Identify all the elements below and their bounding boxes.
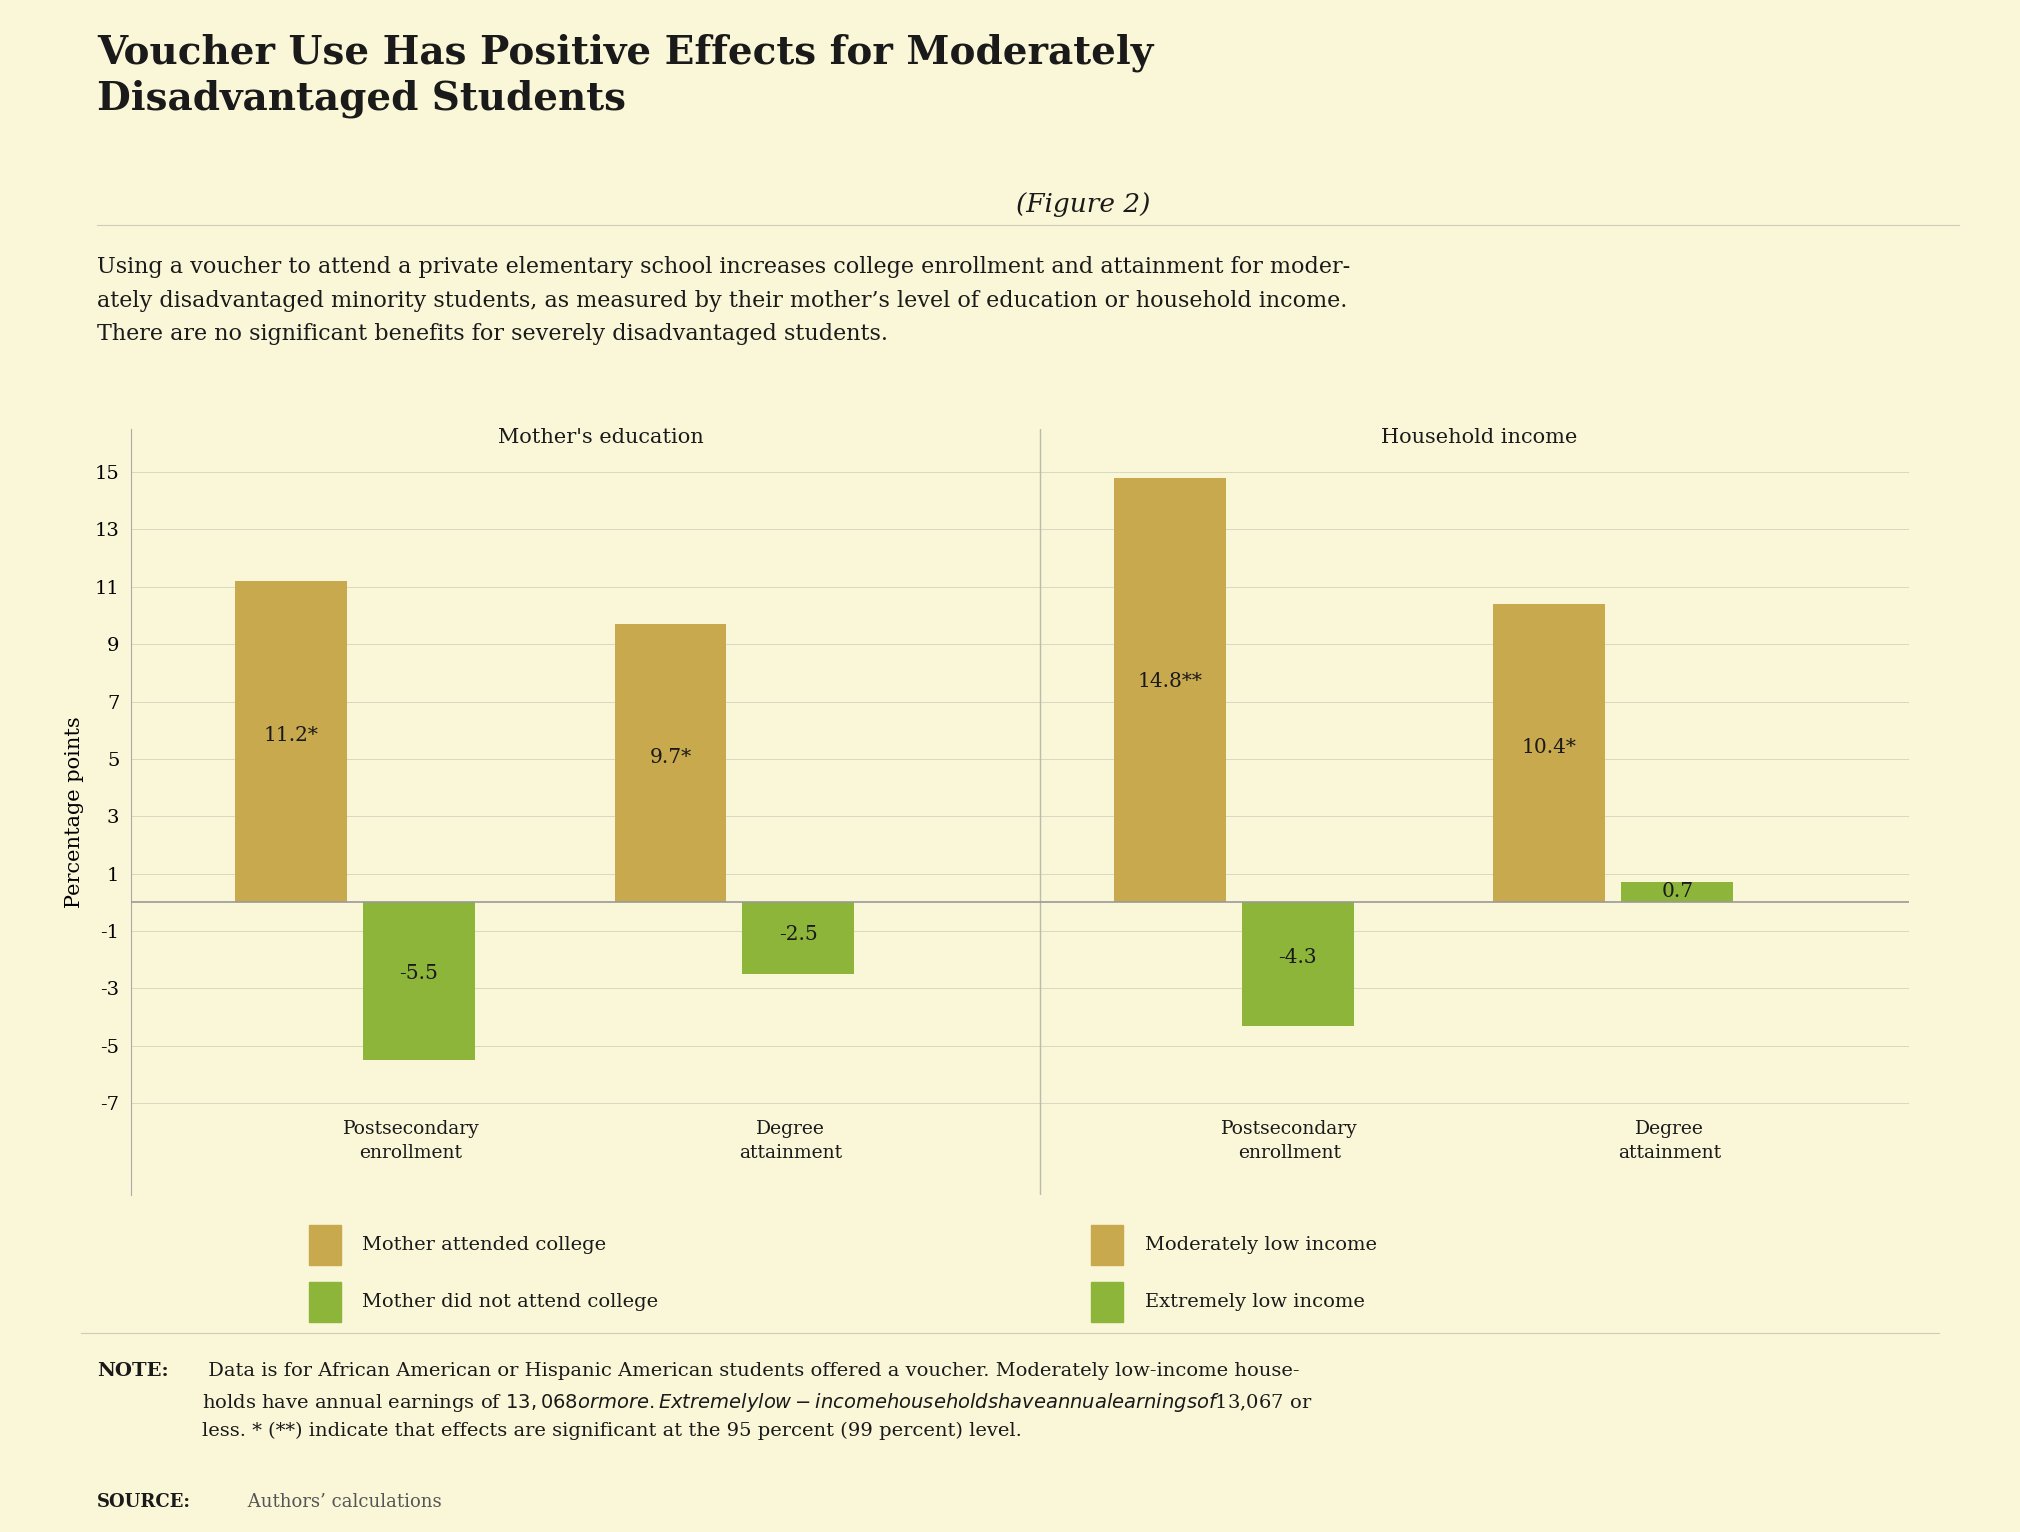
Text: Data is for African American or Hispanic American students offered a voucher. Mo: Data is for African American or Hispanic… <box>202 1362 1313 1440</box>
Text: SOURCE:: SOURCE: <box>97 1494 192 1511</box>
Bar <box>1622 882 1733 902</box>
Bar <box>1091 1282 1123 1322</box>
Text: 9.7*: 9.7* <box>650 748 691 768</box>
Bar <box>1091 1224 1123 1265</box>
Text: Using a voucher to attend a private elementary school increases college enrollme: Using a voucher to attend a private elem… <box>97 256 1349 345</box>
Text: Household income: Household income <box>1382 427 1578 447</box>
Text: Extremely low income: Extremely low income <box>1145 1293 1364 1311</box>
Text: Mother did not attend college: Mother did not attend college <box>362 1293 659 1311</box>
Text: Voucher Use Has Positive Effects for Moderately
Disadvantaged Students: Voucher Use Has Positive Effects for Mod… <box>97 34 1153 118</box>
Text: Mother's education: Mother's education <box>497 427 703 447</box>
Text: 11.2*: 11.2* <box>265 726 319 745</box>
Text: Degree
attainment: Degree attainment <box>739 1120 842 1161</box>
Text: -5.5: -5.5 <box>400 964 438 984</box>
Bar <box>234 581 347 902</box>
Y-axis label: Percentage points: Percentage points <box>65 715 83 908</box>
Text: Postsecondary
enrollment: Postsecondary enrollment <box>1222 1120 1357 1161</box>
Text: Mother attended college: Mother attended college <box>362 1236 606 1253</box>
Text: NOTE:: NOTE: <box>97 1362 168 1380</box>
Text: 14.8**: 14.8** <box>1137 673 1202 691</box>
Bar <box>309 1282 341 1322</box>
Bar <box>1113 478 1226 902</box>
Text: -4.3: -4.3 <box>1279 948 1317 967</box>
Text: Postsecondary
enrollment: Postsecondary enrollment <box>343 1120 479 1161</box>
Bar <box>1493 604 1606 902</box>
Text: Authors’ calculations: Authors’ calculations <box>242 1494 442 1511</box>
Bar <box>614 624 727 902</box>
Text: Degree
attainment: Degree attainment <box>1618 1120 1721 1161</box>
Polygon shape <box>1899 0 2020 75</box>
Bar <box>743 902 854 974</box>
Text: (Figure 2): (Figure 2) <box>1016 193 1151 218</box>
Bar <box>309 1224 341 1265</box>
Text: 10.4*: 10.4* <box>1521 738 1578 757</box>
Bar <box>1242 902 1353 1026</box>
Bar <box>364 902 475 1060</box>
Text: 0.7: 0.7 <box>1660 882 1693 901</box>
Text: -2.5: -2.5 <box>780 925 818 944</box>
Text: Moderately low income: Moderately low income <box>1145 1236 1376 1253</box>
